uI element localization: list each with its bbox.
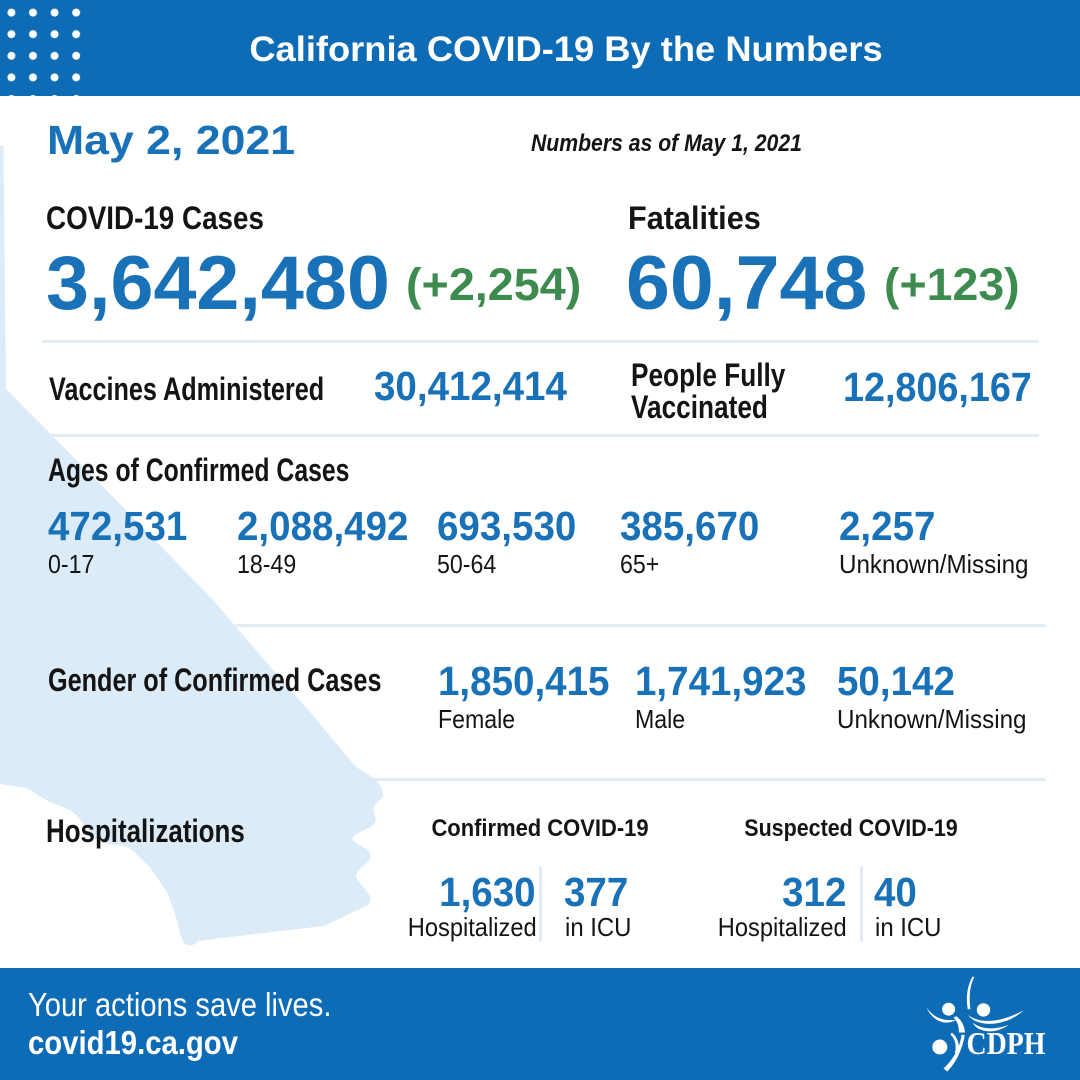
footer-tagline: Your actions save lives. (28, 986, 332, 1024)
ages-section-label: Ages of Confirmed Cases (47, 451, 350, 488)
confirmed-hospitalized-label: Hospitalized (407, 912, 537, 943)
dots-pattern-icon (0, 0, 92, 96)
cdph-logo: CDPH (926, 976, 1046, 1072)
confirmed-covid-title: Confirmed COVID-19 (431, 815, 649, 843)
cases-label: COVID-19 Cases (45, 200, 264, 237)
logo-head-icon (932, 1039, 948, 1055)
logo-swoosh-icon (943, 1034, 965, 1072)
separator-confirmed (539, 867, 542, 941)
age-value: 2,257 (838, 503, 936, 550)
divider-vaccines (42, 434, 1039, 437)
gender-label: Unknown/Missing (836, 703, 1027, 734)
hospitalizations-section-label: Hospitalizations (46, 812, 245, 849)
divider-gender (42, 777, 1046, 781)
vaccines-administered-value: 30,412,414 (373, 362, 567, 409)
suspected-icu-value: 40 (873, 869, 917, 916)
confirmed-icu-label: in ICU (564, 912, 631, 943)
page-title: California COVID-19 By the Numbers (248, 30, 883, 69)
footer-bar (0, 968, 1080, 1080)
age-label: Unknown/Missing (838, 548, 1029, 579)
age-value: 385,670 (620, 503, 760, 550)
age-value: 693,530 (437, 503, 577, 550)
fatalities-value: 60,748 (625, 240, 867, 326)
suspected-covid-title: Suspected COVID-19 (744, 815, 959, 843)
fully-vaccinated-label: People Fully Vaccinated (630, 356, 786, 425)
gender-section-label: Gender of Confirmed Cases (47, 661, 382, 698)
divider-ages (42, 624, 1046, 627)
suspected-hospitalized-value: 312 (782, 869, 847, 916)
logo-cdph-text: CDPH (967, 1025, 1046, 1061)
logo-swoosh-icon (972, 1022, 1009, 1032)
fatalities-label: Fatalities (627, 200, 761, 237)
logo-swoosh-icon (950, 1032, 960, 1054)
age-label: 18-49 (236, 548, 296, 579)
confirmed-hospitalized-value: 1,630 (439, 869, 536, 916)
as-of-note: Numbers as of May 1, 2021 (530, 130, 802, 157)
header-bar: California COVID-19 By the Numbers (0, 0, 1080, 96)
confirmed-icu-value: 377 (564, 869, 629, 916)
age-value: 472,531 (48, 503, 188, 550)
fatalities-delta: (+123) (884, 259, 1021, 310)
logo-swoosh-icon (968, 1010, 1024, 1024)
logo-head-icon (976, 1003, 991, 1017)
vaccines-administered-label: Vaccines Administered (49, 370, 325, 407)
date-heading: May 2, 2021 (46, 117, 295, 163)
gender-label: Female (437, 703, 516, 734)
age-value: 2,088,492 (236, 503, 409, 550)
suspected-hospitalized-label: Hospitalized (717, 912, 847, 943)
logo-swoosh-icon (953, 1016, 965, 1033)
california-map-shape (0, 146, 384, 946)
gender-label: Male (634, 703, 685, 734)
separator-suspected (859, 867, 863, 941)
age-label: 50-64 (437, 548, 497, 579)
footer-url-text: covid19.ca.gov (28, 1024, 239, 1062)
cases-delta: (+2,254) (405, 259, 582, 310)
fully-vaccinated-value: 12,806,167 (842, 363, 1032, 410)
logo-head-icon (942, 1002, 956, 1016)
logo-ribbon-icon (966, 976, 975, 1010)
age-label: 0-17 (48, 548, 95, 579)
logo-swoosh-icon (926, 1007, 957, 1023)
gender-value: 50,142 (836, 658, 955, 705)
divider-top (42, 340, 1039, 343)
gender-value: 1,850,415 (437, 658, 610, 705)
age-label: 65+ (620, 548, 660, 579)
gender-value: 1,741,923 (634, 658, 807, 705)
suspected-icu-label: in ICU (874, 912, 942, 943)
cases-value: 3,642,480 (46, 240, 390, 326)
